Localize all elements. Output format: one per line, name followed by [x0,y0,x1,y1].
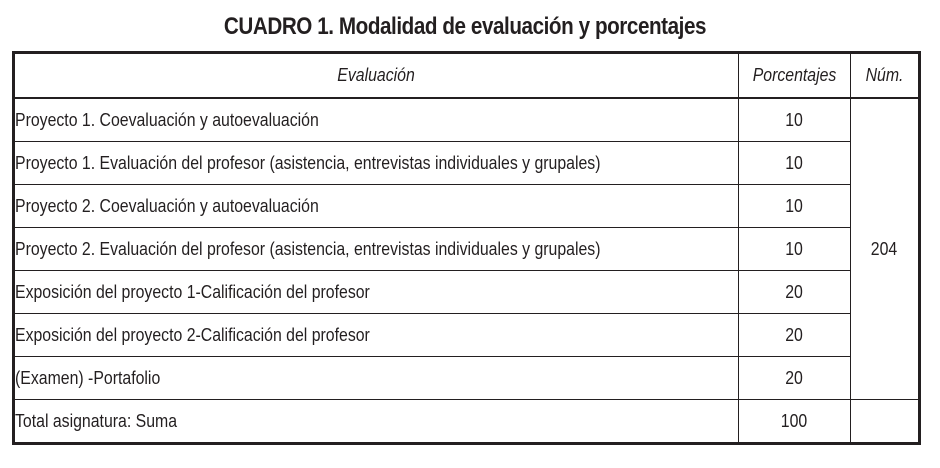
header-number: Núm. [850,52,920,99]
header-row: Evaluación Porcentajes Núm. [13,52,920,99]
evaluation-cell: (Examen) -Portafolio [13,356,739,400]
evaluation-cell: Proyecto 2. Coevaluación y autoevaluació… [13,184,739,228]
percentage-cell: 10 [738,184,851,228]
table-row: Exposición del proyecto 2-Calificación d… [13,313,920,357]
percentage-cell: 20 [738,356,851,400]
percentage-cell: 10 [738,97,851,142]
percentage-cell: 20 [738,270,851,314]
number-cell: 204 [850,97,920,400]
evaluation-cell: Proyecto 2. Evaluación del profesor (asi… [13,227,739,271]
evaluation-table: Evaluación Porcentajes Núm. Proyecto 1. … [12,51,921,445]
table-row: Proyecto 1. Coevaluación y autoevaluació… [13,97,920,400]
caption-title: Modalidad de evaluación y porcentajes [338,13,707,40]
evaluation-cell: Proyecto 1. Evaluación del profesor (asi… [13,141,739,185]
total-label-cell: Total asignatura: Suma [13,399,739,444]
table-row: Proyecto 2. Evaluación del profesor (asi… [13,227,920,271]
percentage-cell: 10 [738,141,851,185]
header-percentages: Porcentajes [738,52,851,99]
evaluation-cell: Proyecto 1. Coevaluación y autoevaluació… [13,97,739,142]
percentage-cell: 20 [738,313,851,357]
total-row: Total asignatura: Suma 100 [13,399,920,444]
total-percentage-cell: 100 [738,399,851,444]
table-row: Proyecto 2. Coevaluación y autoevaluació… [13,184,920,228]
table-row: Proyecto 1. Evaluación del profesor (asi… [13,141,920,185]
table-row: Exposición del proyecto 1-Calificación d… [13,270,920,314]
percentage-cell: 10 [738,227,851,271]
total-number-cell [850,399,920,444]
evaluation-cell: Exposición del proyecto 1-Calificación d… [13,270,739,314]
table-caption: CUADRO 1. Modalidad de evaluación y porc… [65,12,865,42]
caption-label: CUADRO 1. [223,13,334,40]
evaluation-cell: Exposición del proyecto 2-Calificación d… [13,313,739,357]
header-evaluation: Evaluación [13,52,739,99]
table-row: (Examen) -Portafolio 20 [13,356,920,400]
